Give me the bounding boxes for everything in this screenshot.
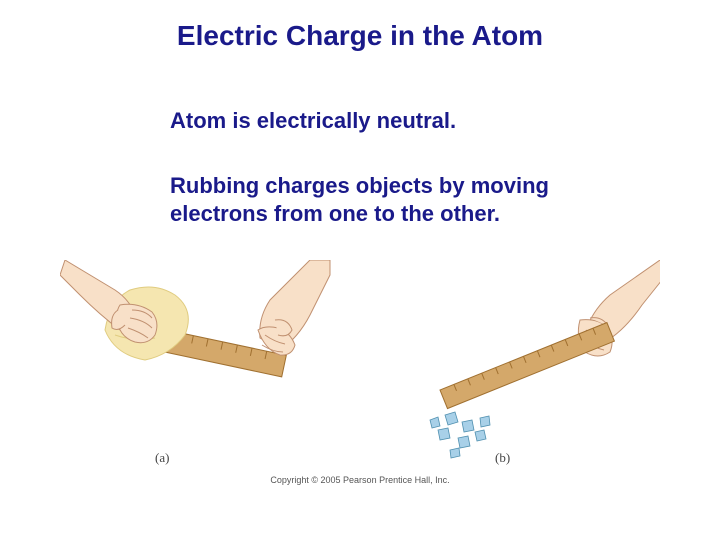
figure xyxy=(60,260,660,470)
slide: Electric Charge in the Atom Atom is elec… xyxy=(0,0,720,540)
figure-caption-b: (b) xyxy=(495,450,510,466)
slide-title: Electric Charge in the Atom xyxy=(0,20,720,52)
figure-svg xyxy=(60,260,660,470)
figure-caption-a: (a) xyxy=(155,450,169,466)
body-line-2: Rubbing charges objects by moving electr… xyxy=(170,172,630,227)
figure-copyright: Copyright © 2005 Pearson Prentice Hall, … xyxy=(0,475,720,485)
panel-a-illustration xyxy=(60,260,330,377)
panel-b-illustration xyxy=(430,260,660,458)
paper-bits xyxy=(430,412,490,458)
body-line-1: Atom is electrically neutral. xyxy=(170,108,456,134)
